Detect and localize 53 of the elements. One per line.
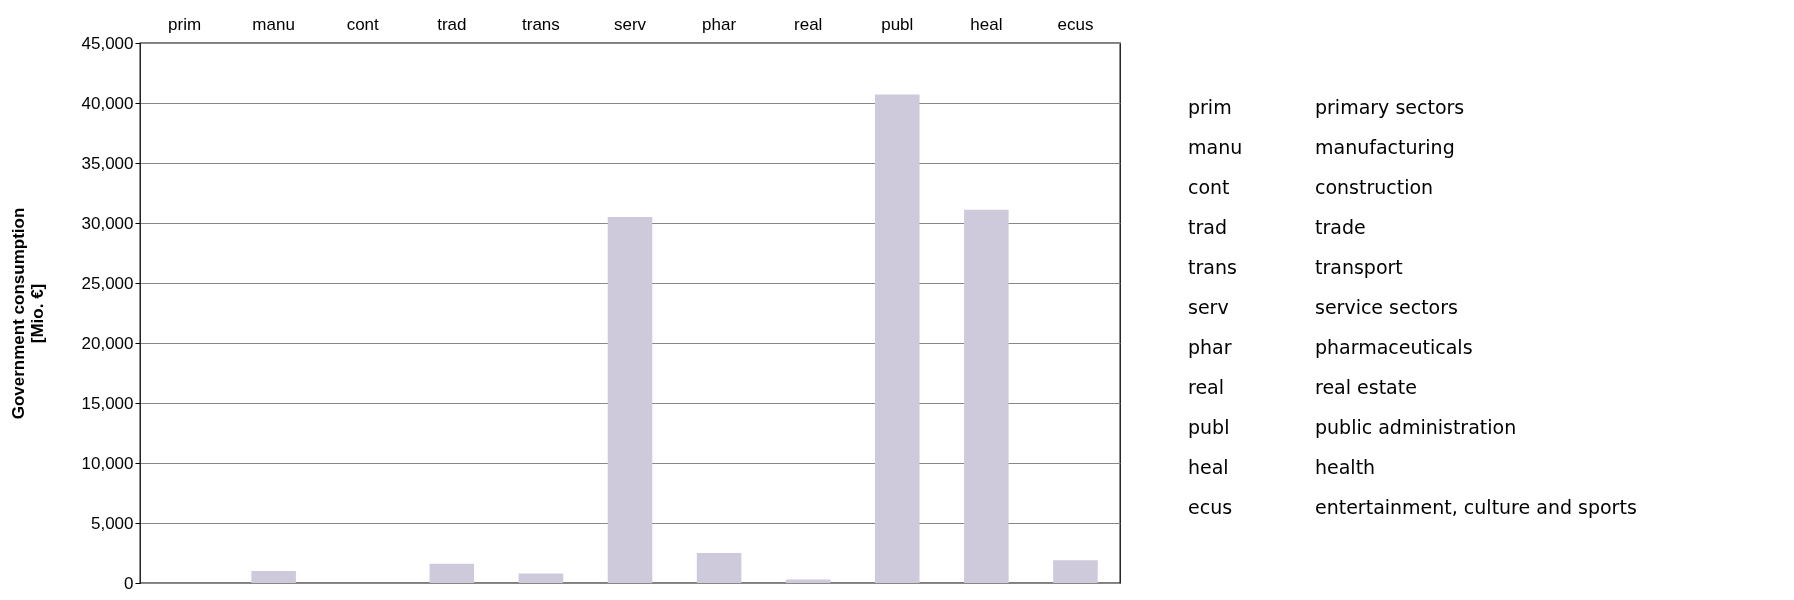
text: construction [1315,176,1434,198]
text: trade [1315,216,1366,238]
x-tick-label: trans [522,14,560,34]
y-tick-label: 25,000 [81,273,134,293]
bar [1053,560,1098,583]
text: prim [1188,96,1232,118]
y-tick-label: 15,000 [81,393,134,413]
bar [696,553,742,583]
text: real estate [1315,376,1417,398]
x-tick-label: ecus [1057,14,1094,34]
text: manufacturing [1315,136,1455,158]
text: real [1188,376,1225,398]
y-tick-label: 20,000 [81,333,134,353]
text: cont [1188,176,1230,198]
x-tick-label: serv [613,14,647,34]
text: public administration [1315,416,1517,438]
text: serv [1188,296,1229,318]
bar [251,571,296,583]
y-tick-label: 40,000 [81,93,134,113]
x-tick-label: cont [346,14,380,34]
text: heal [1188,456,1229,478]
bar [429,563,475,583]
y-tick-label: 45,000 [81,33,134,53]
bar [964,209,1009,583]
y-tick-label: 10,000 [81,453,134,473]
y-tick-label: 35,000 [81,153,134,173]
text: trans [1188,256,1237,278]
text: trad [1188,216,1227,238]
x-tick-label: trad [437,14,467,34]
text: primary sectors [1315,96,1465,118]
text: pharmaceuticals [1315,336,1473,358]
text: transport [1315,256,1403,278]
x-tick-label: manu [252,14,295,34]
bar [518,573,564,583]
y-axis-title: Government consumption [Mio. €] [8,207,47,420]
x-tick-label: real [794,14,823,34]
text: entertainment, culture and sports [1315,496,1637,518]
text: ecus [1188,496,1233,518]
text: manu [1188,136,1243,158]
x-tick-label: heal [970,14,1003,34]
text: phar [1188,336,1232,358]
x-tick-label: publ [881,14,914,34]
y-tick-label: 5,000 [90,513,134,533]
x-tick-label: phar [702,14,737,34]
text: publ [1188,416,1230,438]
text: service sectors [1315,296,1458,318]
y-tick-label: 0 [124,573,134,593]
x-tick-label: prim [168,14,202,34]
text: health [1315,456,1376,478]
y-tick-label: 30,000 [81,213,134,233]
bar [785,579,831,583]
bar [607,217,653,583]
bar [875,94,920,583]
